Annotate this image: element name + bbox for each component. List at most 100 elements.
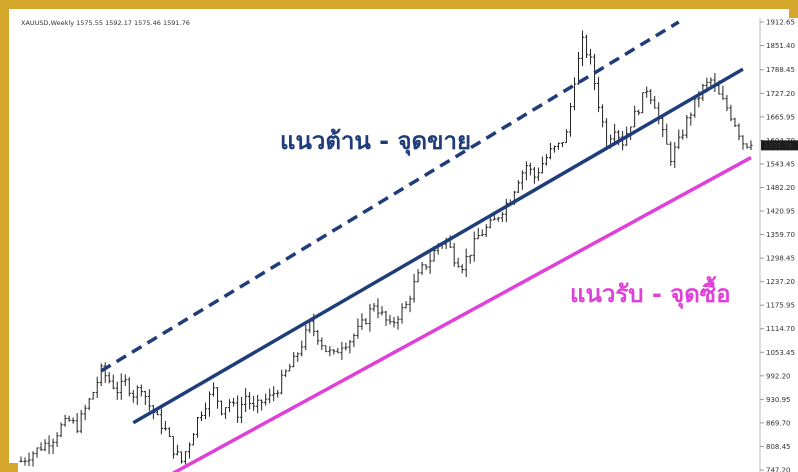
price-bar <box>649 89 653 105</box>
price-bar <box>360 313 364 330</box>
price-bar <box>51 438 55 454</box>
price-bar <box>71 417 75 424</box>
price-bar <box>665 123 669 145</box>
price-bar <box>199 411 204 422</box>
price-bar <box>596 76 601 113</box>
price-bar <box>685 114 689 139</box>
price-bar <box>452 243 456 267</box>
price-bar <box>183 451 188 465</box>
price-bars <box>19 30 753 467</box>
price-bar <box>252 395 256 411</box>
y-tick-label: 869.70 <box>766 419 791 427</box>
price-bar <box>560 142 565 148</box>
y-tick-label: 1420.95 <box>766 208 795 216</box>
price-bar <box>645 86 649 98</box>
price-bar <box>272 386 276 402</box>
last-price-label: 1591.76 <box>764 142 793 150</box>
price-bar <box>280 369 284 395</box>
price-bar <box>75 412 79 434</box>
resistance-label: แนวต้าน - จุดขาย <box>280 127 471 157</box>
price-bar <box>568 102 573 137</box>
price-bar <box>43 439 47 452</box>
price-bar <box>729 104 733 122</box>
price-bar <box>404 301 408 309</box>
price-bar <box>572 77 577 111</box>
price-chart: XAUUSD,Weekly 1575.55 1592.17 1575.46 15… <box>18 18 798 472</box>
price-bar <box>35 447 39 458</box>
price-bar <box>179 451 184 464</box>
price-bar <box>580 30 585 67</box>
price-bar <box>340 341 344 360</box>
price-bar <box>681 129 685 140</box>
price-bar <box>123 374 127 386</box>
price-bar <box>119 373 123 400</box>
price-bar <box>23 457 27 466</box>
price-bar <box>376 298 380 319</box>
y-tick-label: 1665.95 <box>766 113 795 121</box>
price-bar <box>107 372 111 384</box>
price-bar <box>364 318 368 325</box>
y-tick-label: 1053.45 <box>766 349 795 357</box>
trendlines <box>100 20 752 472</box>
price-bar <box>653 95 657 109</box>
price-bar <box>99 363 103 387</box>
price-bar <box>95 376 99 399</box>
price-bar <box>47 435 51 455</box>
price-bar <box>412 273 416 303</box>
price-bar <box>677 129 681 150</box>
price-bar <box>316 330 320 345</box>
price-bar <box>476 227 480 240</box>
price-bar <box>320 337 324 351</box>
price-bar <box>460 264 464 274</box>
price-bar <box>532 167 536 184</box>
price-bar <box>424 264 428 270</box>
price-bar <box>203 402 208 420</box>
price-bar <box>215 387 220 409</box>
price-bar <box>191 433 196 446</box>
y-tick-label: 1175.95 <box>766 302 795 310</box>
price-bar <box>392 317 396 328</box>
price-bar <box>195 416 200 438</box>
price-bar <box>63 414 67 427</box>
chart-header: XAUUSD,Weekly 1575.55 1592.17 1575.46 15… <box>21 19 190 27</box>
support-line <box>171 156 752 472</box>
price-bar <box>408 295 412 313</box>
price-bar <box>504 198 508 223</box>
y-tick-label: 1482.20 <box>766 184 795 192</box>
price-bar <box>372 303 376 312</box>
price-bar <box>556 142 561 150</box>
y-tick-label: 1851.40 <box>766 42 795 50</box>
price-bar <box>227 399 232 413</box>
price-bar <box>496 216 500 222</box>
price-bar <box>725 94 729 112</box>
price-bar <box>211 382 216 397</box>
chart-area: XAUUSD,Weekly 1575.55 1592.17 1575.46 15… <box>18 18 798 472</box>
price-bar <box>524 161 528 181</box>
price-bar <box>464 248 468 278</box>
resistance-dashed-line <box>100 20 680 373</box>
y-tick-label: 1359.70 <box>766 231 795 239</box>
y-tick-label: 1237.20 <box>766 278 795 286</box>
y-tick-label: 1727.20 <box>766 90 795 98</box>
price-bar <box>127 377 131 397</box>
price-bar <box>264 393 268 406</box>
y-tick-label: 747.20 <box>766 467 791 472</box>
price-bar <box>528 162 532 176</box>
price-bar <box>260 399 264 411</box>
price-bar <box>633 105 637 128</box>
price-bar <box>576 51 581 85</box>
price-bar <box>552 145 557 153</box>
price-bar <box>59 422 63 438</box>
y-tick-label: 992.20 <box>766 372 791 380</box>
price-bar <box>187 442 192 459</box>
price-bar <box>268 388 272 404</box>
price-bar <box>673 142 677 169</box>
y-tick-label: 808.45 <box>766 443 791 451</box>
price-bar <box>223 407 228 419</box>
price-bar <box>235 395 240 423</box>
price-bar <box>388 314 392 325</box>
price-bar <box>231 397 236 407</box>
price-bar <box>641 92 645 114</box>
price-bar <box>588 48 593 65</box>
